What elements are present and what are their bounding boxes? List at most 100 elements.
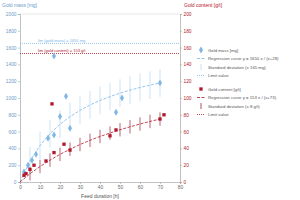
axis-line: [181, 15, 183, 183]
tick: 60: [180, 130, 189, 135]
tick: 80: [180, 113, 189, 118]
tick: 1600: [6, 46, 20, 51]
tick-mark: [18, 64, 20, 65]
tick-label: 50: [118, 185, 124, 190]
legend-entry: Limit value: [197, 73, 229, 78]
data-point: [50, 102, 53, 105]
legend-label: Regression curve y = 1650 x / (x+28): [208, 56, 279, 61]
tick: 180: [180, 29, 192, 34]
tick-mark: [18, 132, 20, 133]
data-point: [68, 148, 71, 151]
legend-label: Limit value: [208, 73, 229, 78]
tick-label: 0: [184, 180, 187, 185]
tick: 120: [180, 79, 192, 84]
data-point: [114, 109, 118, 116]
tick-label: 80: [184, 113, 190, 118]
tick-label: 20: [184, 163, 190, 168]
tick-label: 1400: [6, 62, 17, 67]
legend-swatch: [197, 114, 205, 115]
data-point: [46, 135, 50, 142]
data-point: [108, 134, 111, 137]
tick: 400: [8, 146, 20, 151]
limit-label: lim (gold mass) = 1650 mg: [38, 38, 85, 43]
tick-label: 140: [184, 62, 192, 67]
x-axis: 01020304050607080: [19, 182, 183, 190]
tick-mark: [160, 182, 161, 184]
legend-label: Standard deviation (± 8 g/t): [208, 104, 260, 109]
tick-mark: [18, 165, 20, 166]
tick: 70: [158, 182, 164, 190]
tick-mark: [100, 182, 101, 184]
data-point: [52, 53, 56, 60]
tick: 2000: [6, 12, 20, 17]
tick-label: 600: [8, 130, 16, 135]
tick-label: 10: [38, 185, 44, 190]
error-bar: [120, 79, 121, 107]
tick-label: 0: [14, 180, 17, 185]
tick-label: 1600: [6, 46, 17, 51]
tick-label: 80: [178, 185, 184, 190]
data-point: [26, 162, 30, 169]
legend-label: Regression curve y = 153 x / (x+73): [208, 95, 277, 100]
legend-swatch: [197, 97, 205, 98]
tick: 10: [38, 182, 44, 190]
tick: 0: [14, 180, 20, 185]
legend-label: Gold content [g/t]: [208, 87, 241, 92]
legend-swatch: [197, 58, 205, 59]
data-point: [52, 131, 56, 138]
tick: 50: [118, 182, 124, 190]
limit-line: [20, 43, 180, 44]
tick: 160: [180, 46, 192, 51]
legend-entry: Limit value: [197, 112, 229, 117]
frame: [20, 14, 180, 15]
tick-mark: [18, 182, 20, 183]
error-bar: [150, 71, 151, 99]
annotations: lim (gold mass) = 1650 mg lim (gold conte…: [38, 38, 86, 53]
tick-label: 1800: [6, 29, 17, 34]
tick: 200: [180, 12, 192, 17]
tick-label: 30: [78, 185, 84, 190]
tick: 100: [180, 96, 192, 101]
chart: 0102030405060708002004006008001000120014…: [0, 0, 300, 200]
tick-mark: [180, 115, 182, 116]
tick-mark: [18, 14, 20, 15]
legend-entry: Standard deviation (± 8 g/t): [201, 103, 260, 109]
tick-mark: [140, 182, 141, 184]
tick-label: 60: [138, 185, 144, 190]
tick-mark: [180, 182, 181, 184]
tick-label: 40: [184, 146, 190, 151]
tick-mark: [60, 182, 61, 184]
y2-axis: 0 20 40 60 80 100 120 140 160 180 200: [180, 12, 192, 185]
tick-label: 70: [158, 185, 164, 190]
tick-label: 40: [98, 185, 104, 190]
tick: 30: [78, 182, 84, 190]
axis-line: [21, 183, 181, 185]
legend-swatch: [201, 64, 202, 70]
tick: 1000: [6, 96, 20, 101]
data-point: [120, 95, 124, 102]
tick-mark: [180, 98, 182, 99]
tick: 140: [180, 62, 192, 67]
tick-label: 1200: [6, 79, 17, 84]
plot-area: [20, 43, 180, 182]
tick-mark: [180, 81, 182, 82]
tick-mark: [180, 148, 182, 149]
tick-label: 800: [8, 113, 16, 118]
data-point: [44, 159, 47, 162]
limit-line: [20, 53, 180, 54]
legend-entry: Regression curve y = 1650 x / (x+28): [197, 56, 279, 61]
legend-entry: Gold mass [mg]: [199, 47, 238, 54]
legend-label: Limit value: [208, 112, 229, 117]
legend-swatch: [197, 75, 205, 76]
tick: 60: [138, 182, 144, 190]
limit-label: lim (gold content) = 153 g/t: [38, 48, 86, 53]
tick-mark: [120, 182, 121, 184]
data-point: [58, 113, 62, 120]
tick: 1800: [6, 29, 20, 34]
error-bar: [80, 138, 81, 151]
tick-label: 0: [19, 185, 22, 190]
tick: 800: [8, 113, 20, 118]
axis-line: [18, 15, 21, 183]
data-point: [162, 113, 165, 116]
tick-mark: [180, 48, 182, 49]
